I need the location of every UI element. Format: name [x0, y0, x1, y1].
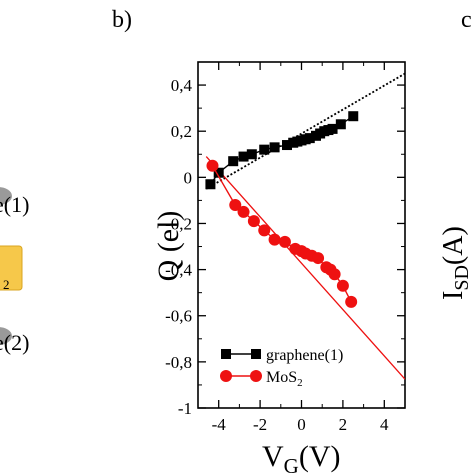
graphene-fit-line — [205, 72, 405, 190]
legend-mos2-label-sub: 2 — [297, 377, 303, 389]
mos2-data-point — [258, 224, 271, 237]
plot-area: 0,4 0,2 0 -0,2 -0,4 -0,6 -0,8 -1 -4 -2 0 2 4 — [165, 61, 406, 434]
y-tick-label: -1 — [178, 399, 192, 418]
legend-mos2-marker-left — [220, 370, 232, 382]
y-tick-label: -0,2 — [165, 214, 192, 233]
graphene-data-point — [304, 133, 315, 144]
y-tick-label: -0,4 — [165, 261, 192, 280]
mos2-data-point — [229, 199, 242, 212]
mos2-block-shape — [0, 245, 23, 291]
mos2-fit-line — [205, 156, 405, 380]
right-ylabel-main: I — [438, 291, 469, 300]
y-axis-title-text: Q (el) — [152, 211, 185, 282]
y-tick-label: 0,4 — [171, 76, 193, 95]
mos2-data-point — [312, 252, 325, 265]
mos2-data-point — [237, 205, 250, 218]
legend-graphene-marker-right — [251, 349, 261, 359]
graphene-data-point — [228, 156, 239, 167]
graphene-data-point — [335, 119, 346, 130]
mos2-data-point — [268, 233, 281, 246]
x-axis-title-unit: (V) — [299, 440, 341, 473]
left-schematic-fragment: e(1) 2 e(2) — [0, 187, 29, 355]
graphene-data-point — [282, 140, 293, 151]
graphene-data-point — [327, 123, 338, 134]
x-tick-label: 4 — [380, 415, 389, 434]
x-tick-label: 0 — [297, 415, 306, 434]
lower-lead-shape — [0, 327, 12, 345]
left-label-top: e(1) — [0, 192, 29, 217]
legend: graphene(1) MoS2 — [220, 347, 343, 389]
y-axis-title: Q (el) — [152, 211, 185, 282]
mos2-data-point — [247, 215, 260, 228]
upper-lead-shape — [0, 187, 12, 205]
graphene-data-point — [348, 111, 359, 122]
mos2-data-point — [345, 295, 358, 308]
graphene-data-point — [269, 142, 280, 153]
graphene-data-point — [246, 149, 257, 160]
legend-mos2-label-main: MoS — [266, 369, 297, 386]
left-label-bottom: e(2) — [0, 330, 29, 355]
x-tick-label: -4 — [212, 415, 227, 434]
graphene-data-point — [205, 179, 216, 190]
x-tick-label: -2 — [253, 415, 267, 434]
legend-mos2-marker-right — [250, 370, 262, 382]
graphene-data-point — [213, 167, 224, 178]
mos2-data-point — [328, 268, 341, 281]
right-ylabel-unit: (A) — [438, 226, 469, 265]
left-label-mid: 2 — [3, 277, 10, 292]
y-tick-label: 0 — [184, 168, 193, 187]
x-tick-label: 2 — [339, 415, 348, 434]
y-tick-label: -0,8 — [165, 353, 192, 372]
mos2-data-point — [278, 235, 291, 248]
y-tick-label: 0,2 — [171, 122, 192, 141]
x-axis-title-main: V — [262, 440, 284, 473]
legend-graphene-marker-left — [221, 349, 231, 359]
panel-label-c: c — [461, 7, 472, 33]
graphene-data-point — [259, 144, 270, 155]
graphene-data-point — [238, 151, 249, 162]
mos2-data-point — [336, 279, 349, 292]
x-axis-title: VG(V) — [262, 440, 341, 474]
right-ylabel-sub: SD — [451, 265, 473, 291]
legend-graphene-label: graphene(1) — [266, 347, 343, 364]
mos2-data-point — [206, 159, 219, 172]
svg-text:ISD(A): ISD(A) — [438, 226, 473, 300]
right-panel-ylabel-fragment: ISD(A) — [438, 226, 473, 300]
y-tick-label: -0,6 — [165, 307, 192, 326]
x-axis-title-sub: G — [284, 454, 299, 474]
legend-mos2-label: MoS2 — [266, 369, 303, 389]
panel-label-b: b) — [112, 7, 132, 33]
